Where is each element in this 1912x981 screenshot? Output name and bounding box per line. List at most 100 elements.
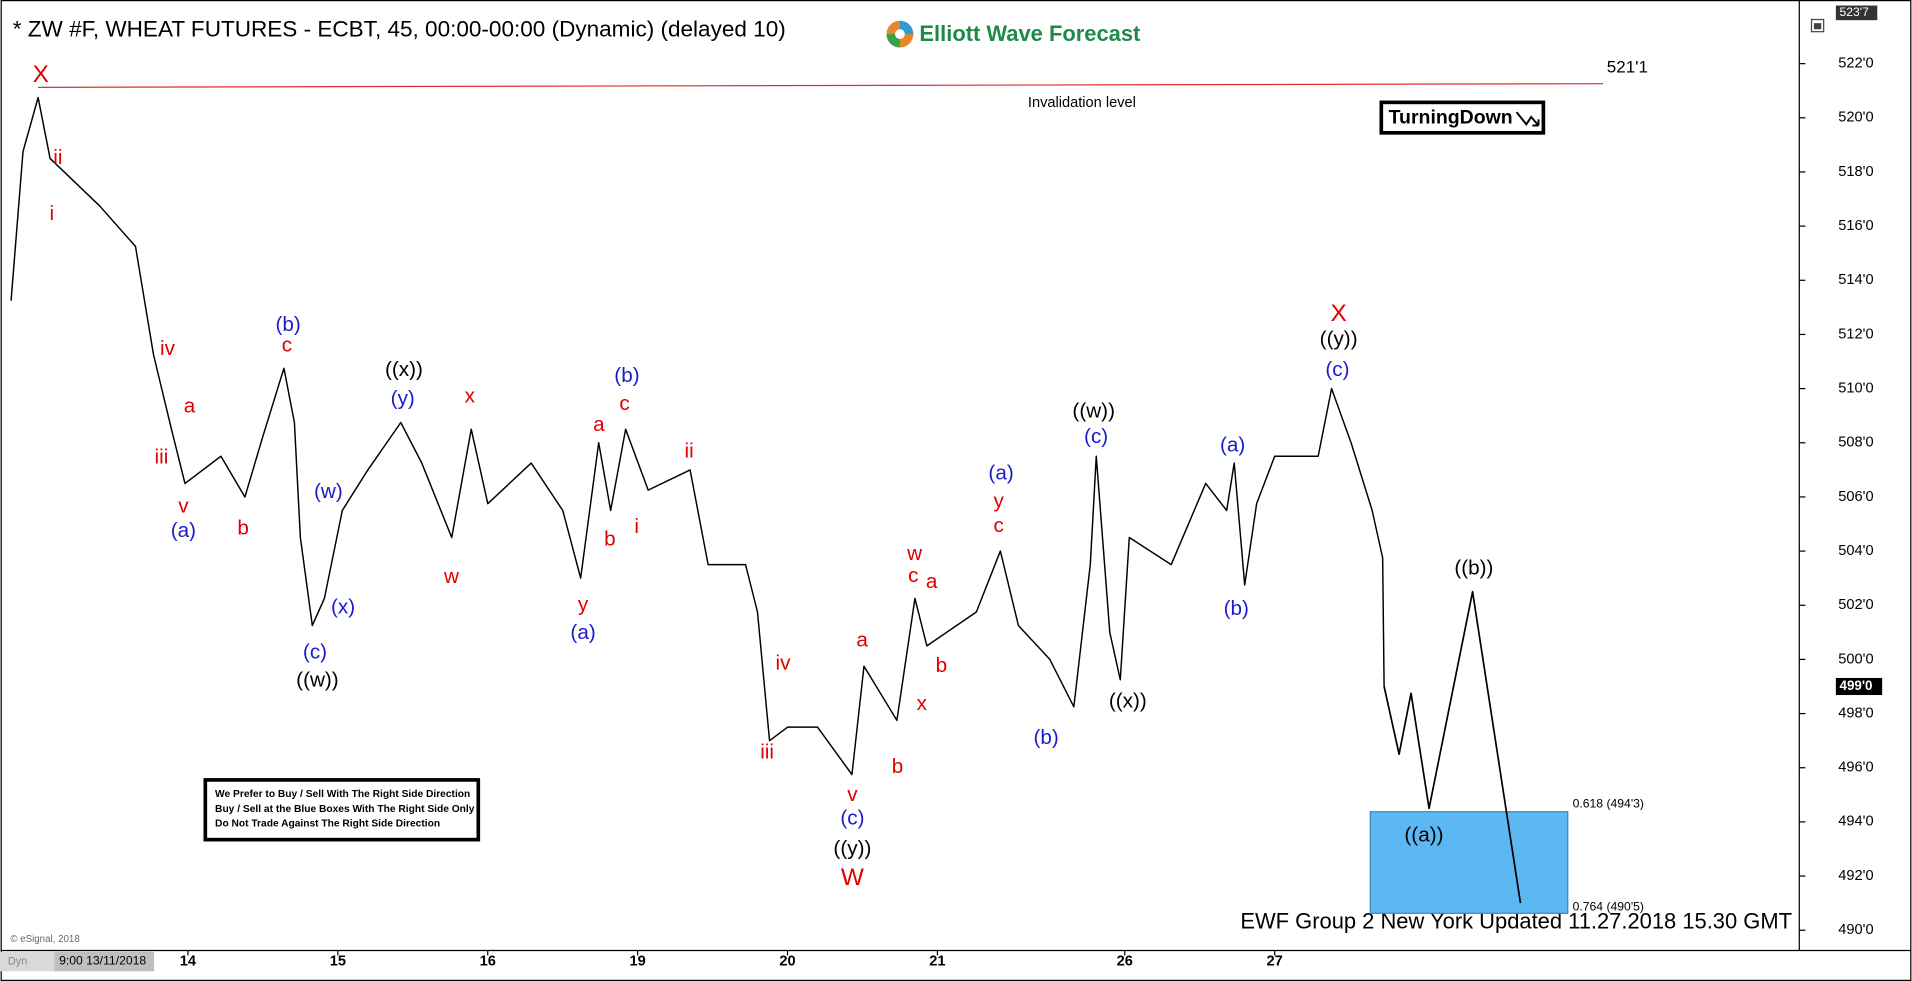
wave-label: X	[1331, 300, 1347, 327]
fib-label: 0.764 (490'5)	[1573, 899, 1644, 913]
x-tick-label: 15	[330, 953, 346, 969]
wave-label: v	[178, 494, 189, 517]
wave-label: (a)	[570, 621, 595, 644]
wave-label: y	[993, 490, 1004, 513]
wave-label: W	[841, 864, 864, 891]
wave-label: ((x))	[385, 358, 423, 381]
y-tick-label: 492'0	[1838, 868, 1873, 884]
wave-label: ((w))	[1072, 399, 1115, 422]
notice-line: Do Not Trade Against The Right Side Dire…	[215, 818, 440, 829]
wave-label: a	[593, 413, 605, 436]
wave-label: (c)	[303, 641, 327, 664]
y-tick-label: 502'0	[1838, 597, 1873, 613]
notice-box	[203, 778, 481, 842]
wave-label: (c)	[1325, 358, 1349, 381]
y-tick-label: 500'0	[1838, 651, 1873, 667]
wave-label: c	[993, 514, 1003, 537]
wave-label: iv	[160, 337, 176, 360]
wave-label: c	[282, 334, 292, 357]
mode-box	[0, 951, 55, 972]
logo: Elliott Wave Forecast	[886, 20, 1141, 48]
mode-label: Dyn	[8, 955, 27, 967]
y-tick-label: 520'0	[1838, 110, 1873, 126]
y-tick-label: 512'0	[1838, 326, 1873, 342]
wave-label: (b)	[1224, 597, 1249, 620]
wave-label: b	[936, 654, 948, 677]
wave-label: (a)	[1220, 433, 1245, 456]
wave-label: c	[619, 392, 629, 415]
wave-label: (x)	[331, 596, 355, 619]
y-tick-label: 506'0	[1838, 489, 1873, 505]
last-price-box	[1835, 677, 1883, 696]
y-tick-label: 510'0	[1838, 380, 1873, 396]
wave-label: ((y))	[1320, 327, 1358, 350]
wave-label: a	[926, 570, 938, 593]
wave-label: b	[237, 516, 249, 539]
projection-line	[1383, 590, 1522, 904]
wave-label: ii	[53, 146, 62, 169]
wave-label: (a)	[988, 462, 1013, 485]
y-tick-label: 490'0	[1838, 922, 1873, 938]
wave-label: (b)	[276, 313, 301, 336]
y-tick-label: 516'0	[1838, 218, 1873, 234]
blue-box	[1369, 811, 1569, 914]
y-tick-label: 504'0	[1838, 543, 1873, 559]
wave-label: a	[856, 628, 868, 651]
x-tick-label: 16	[480, 953, 496, 969]
y-tick-label: 508'0	[1838, 435, 1873, 451]
badge-arrow	[1515, 111, 1540, 127]
notice-line: Buy / Sell at the Blue Boxes With The Ri…	[215, 804, 475, 815]
top-price-box	[1835, 5, 1878, 21]
x-tick-label: 21	[929, 953, 945, 969]
wave-label: (a)	[171, 519, 196, 542]
wave-label: (b)	[614, 364, 639, 387]
badge-text: TurningDown	[1389, 106, 1513, 128]
wave-label: iv	[775, 652, 791, 675]
wave-label: ii	[685, 440, 694, 463]
top-price-label: 523'7	[1840, 5, 1870, 19]
notice: We Prefer to Buy / Sell With The Right S…	[203, 778, 481, 842]
wave-label: (c)	[1084, 425, 1108, 448]
chart-title: * ZW #F, WHEAT FUTURES - ECBT, 45, 00:00…	[13, 16, 786, 41]
wave-label: (b)	[1034, 726, 1059, 749]
window-icon-inner	[1813, 23, 1822, 30]
wave-label: x	[917, 692, 928, 715]
start-box	[54, 951, 155, 972]
wave-label: w	[443, 565, 459, 588]
x-tick-label: 19	[629, 953, 645, 969]
wave-label: iii	[155, 446, 169, 469]
wave-label: x	[465, 385, 476, 408]
x-tick-label: 27	[1267, 953, 1283, 969]
invalidation-label: 521'1	[1607, 57, 1648, 76]
invalidation-line	[38, 83, 1604, 88]
badge-box	[1379, 100, 1546, 135]
price-line	[10, 96, 1385, 776]
window-button[interactable]	[1810, 18, 1825, 33]
last-price-label: 499'0	[1840, 678, 1873, 693]
wave-label: (w)	[314, 480, 343, 503]
y-tick-label: 496'0	[1838, 760, 1873, 776]
x-tick-label: 26	[1117, 953, 1133, 969]
badge: TurningDown	[1379, 100, 1546, 135]
wave-label: v	[847, 783, 858, 806]
wave-label: y	[578, 593, 589, 616]
y-tick-label: 494'0	[1838, 814, 1873, 830]
wave-label: ((b))	[1454, 557, 1493, 580]
notice-line: We Prefer to Buy / Sell With The Right S…	[215, 789, 470, 800]
logo-text: Elliott Wave Forecast	[919, 21, 1141, 46]
wave-label: c	[908, 564, 918, 587]
wave-label: ((x))	[1109, 689, 1147, 712]
wave-label: ((a))	[1404, 823, 1443, 846]
wave-label: i	[634, 515, 639, 538]
y-tick-label: 522'0	[1838, 55, 1873, 71]
wave-label: (c)	[840, 806, 864, 829]
wave-label: X	[33, 61, 49, 88]
y-tick-label: 518'0	[1838, 164, 1873, 180]
x-tick-label: 14	[180, 953, 197, 969]
y-tick-label: 498'0	[1838, 705, 1873, 721]
start-label: 9:00 13/11/2018	[59, 954, 146, 968]
y-tick-label: 514'0	[1838, 272, 1873, 288]
